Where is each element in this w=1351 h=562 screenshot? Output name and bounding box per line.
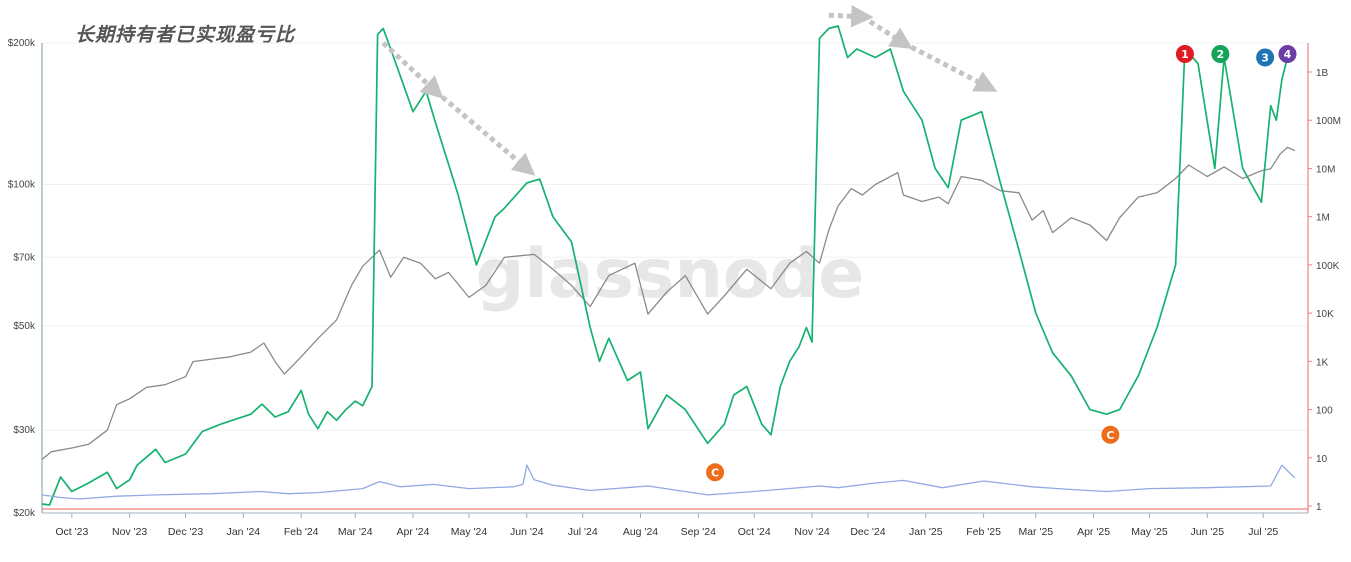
x-tick-label: Apr '24 — [397, 526, 430, 538]
y-right-tick-label: 1K — [1316, 357, 1329, 368]
x-tick-label: Feb '24 — [284, 526, 319, 538]
x-tick-label: Feb '25 — [966, 526, 1001, 538]
x-tick-label: Nov '23 — [112, 526, 147, 538]
badge-circle — [1211, 45, 1230, 63]
y-right-tick-label: 100K — [1316, 261, 1340, 272]
y-right-tick-label: 100M — [1316, 116, 1341, 127]
badge-circle — [706, 463, 725, 482]
x-tick-label: Jul '25 — [1248, 526, 1278, 538]
series-layer — [41, 25, 1296, 506]
watermark: glassnode — [476, 235, 865, 314]
trend-arrow — [381, 41, 444, 99]
y-left-tick-label: $200k — [8, 38, 36, 49]
x-tick-label: Dec '23 — [168, 526, 203, 538]
y-right-tick-label: 1M — [1316, 213, 1330, 224]
x-tick-label: Jul '24 — [568, 526, 598, 538]
realized-ratio-line — [41, 25, 1289, 506]
tick-labels: $20k $30k $50k $70k $100k $200k 1 10 100 1K 10K 100… — [8, 38, 1341, 538]
x-tick-label: May '24 — [451, 526, 488, 538]
y-left-tick-label: $30k — [13, 425, 36, 436]
badge-label: C — [1106, 429, 1114, 442]
x-tick-label: Jan '24 — [227, 526, 261, 538]
gridlines — [42, 42, 1308, 431]
y-left-tick-label: $100k — [8, 179, 36, 190]
y-right-tick-label: 1B — [1316, 68, 1329, 79]
badge-circle — [1278, 45, 1297, 63]
x-tick-label: Oct '23 — [55, 526, 88, 538]
y-right-tick-label: 100 — [1316, 406, 1333, 417]
ratio-baseline-line — [41, 464, 1296, 500]
x-tick-label: Mar '24 — [338, 526, 373, 538]
x-tick-label: Jun '24 — [510, 526, 544, 538]
annotation-layer: 1 2 3 4 C C — [381, 5, 1297, 482]
trend-arrow — [902, 40, 998, 92]
badge-circle — [1101, 425, 1120, 444]
badge-label: C — [711, 466, 719, 479]
badge-circle — [1175, 45, 1194, 63]
x-tick-label: Jun '25 — [1191, 526, 1225, 538]
axes — [41, 43, 1312, 518]
x-tick-label: Sep '24 — [681, 526, 716, 538]
y-left-tick-label: $70k — [13, 252, 36, 263]
x-tick-label: Oct '24 — [738, 526, 771, 538]
y-left-tick-label: $20k — [13, 508, 36, 519]
y-right-tick-label: 10K — [1316, 309, 1334, 320]
trend-arrow — [433, 89, 536, 176]
x-tick-label: Jan '25 — [909, 526, 943, 538]
x-tick-label: Nov '24 — [794, 526, 829, 538]
y-right-tick-label: 10 — [1316, 454, 1328, 465]
x-tick-label: Mar '25 — [1018, 526, 1053, 538]
x-tick-label: Aug '24 — [623, 526, 658, 538]
badge-label: 4 — [1284, 48, 1292, 61]
badge-label: 3 — [1261, 51, 1269, 64]
badge-circle — [1256, 48, 1275, 67]
chart-title: 长期持有者已实现盈亏比 — [75, 24, 296, 46]
x-tick-label: May '25 — [1131, 526, 1168, 538]
badge-label: 2 — [1217, 48, 1225, 61]
y-right-tick-label: 10M — [1316, 164, 1335, 175]
x-tick-label: Dec '24 — [850, 526, 885, 538]
y-left-tick-label: $50k — [13, 321, 36, 332]
trend-arrow — [861, 14, 913, 50]
y-right-tick-label: 1 — [1316, 502, 1322, 513]
x-tick-label: Apr '25 — [1077, 526, 1110, 538]
price-line — [41, 146, 1296, 460]
badge-label: 1 — [1181, 48, 1189, 61]
trend-arrow — [828, 5, 874, 28]
